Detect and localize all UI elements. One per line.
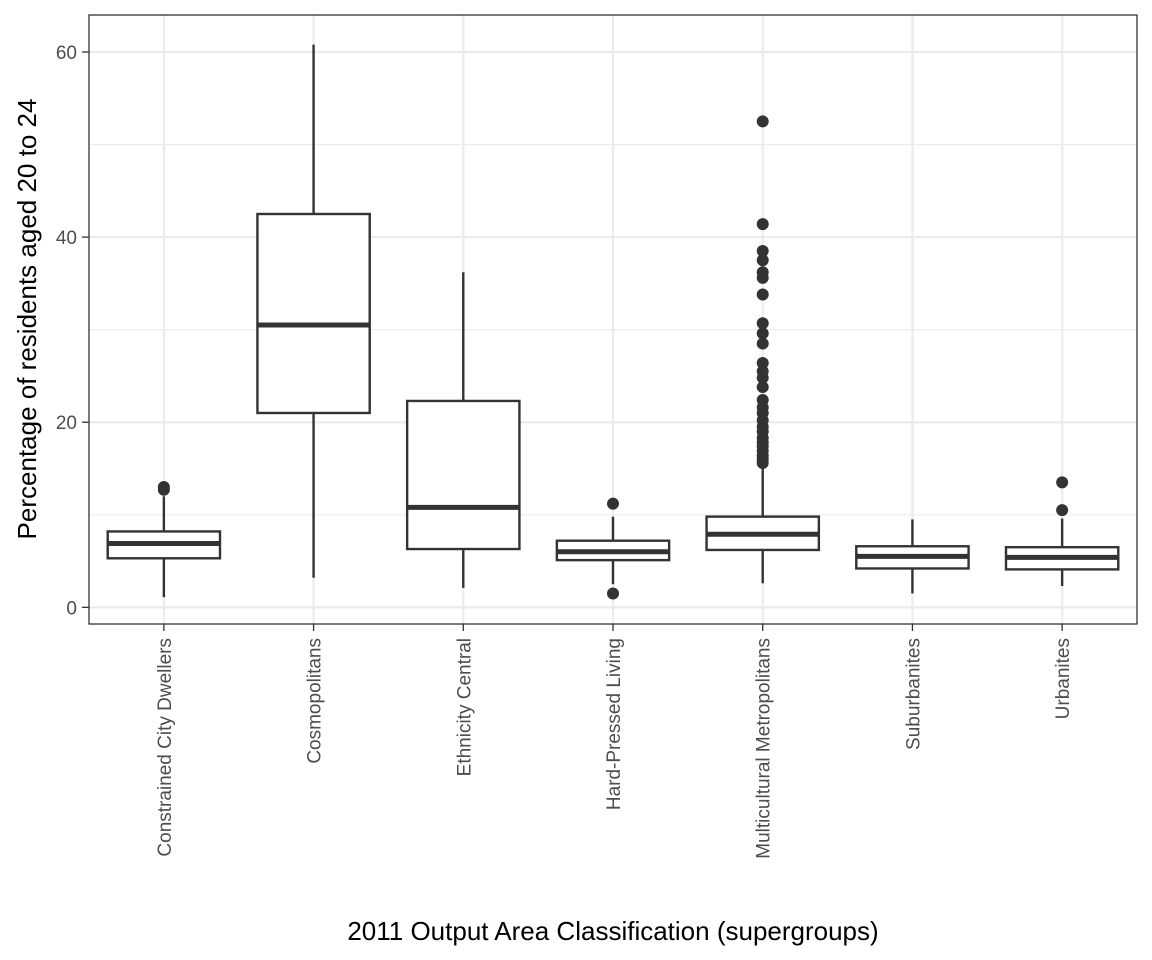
y-tick-label: 0 <box>66 598 77 619</box>
box-group <box>1004 476 1120 587</box>
y-tick-label: 40 <box>56 228 77 249</box>
outlier-point <box>157 481 170 494</box>
x-tick-label: Suburbanites <box>903 638 924 750</box>
box-group <box>106 481 222 598</box>
outlier-point <box>756 266 769 279</box>
outlier-point <box>607 497 619 510</box>
y-axis-title: Percentage of residents aged 20 to 24 <box>12 99 42 540</box>
outlier-point <box>756 115 769 128</box>
outlier-point <box>1056 504 1069 517</box>
outlier-point <box>756 254 769 267</box>
outlier-point <box>756 365 769 378</box>
axes: 0 20 40 60 Constrained City Dwellers Cosmopol… <box>56 43 1074 859</box>
outlier-point <box>756 317 769 330</box>
boxes <box>106 44 1120 600</box>
x-tick-label: Ethnicity Central <box>454 638 475 776</box>
outlier-point <box>607 587 619 600</box>
outlier-point <box>756 288 769 301</box>
box-group <box>256 44 371 578</box>
x-axis-title: 2011 Output Area Classification (supergr… <box>347 916 878 946</box>
box-group <box>405 272 521 588</box>
x-tick-label: Urbanites <box>1053 638 1074 719</box>
box-group <box>855 519 970 594</box>
outlier-point <box>756 218 769 231</box>
outlier-point <box>756 337 769 350</box>
x-tick-label: Cosmopolitans <box>305 638 326 764</box>
outlier-point <box>756 381 769 394</box>
outlier-point <box>756 245 769 258</box>
y-tick-label: 20 <box>56 413 77 434</box>
box <box>256 212 371 415</box>
outlier-point <box>756 394 769 407</box>
box <box>405 399 521 551</box>
x-tick-label: Hard-Pressed Living <box>604 638 625 810</box>
x-tick-label: Multicultural Metropolitans <box>754 638 775 859</box>
outlier-point <box>756 327 769 340</box>
box-group <box>705 115 821 584</box>
outlier-point <box>756 357 769 369</box>
y-tick-label: 60 <box>56 43 77 64</box>
box-group <box>555 497 671 600</box>
x-tick-label: Constrained City Dwellers <box>155 638 176 857</box>
outlier-point <box>1056 476 1069 489</box>
